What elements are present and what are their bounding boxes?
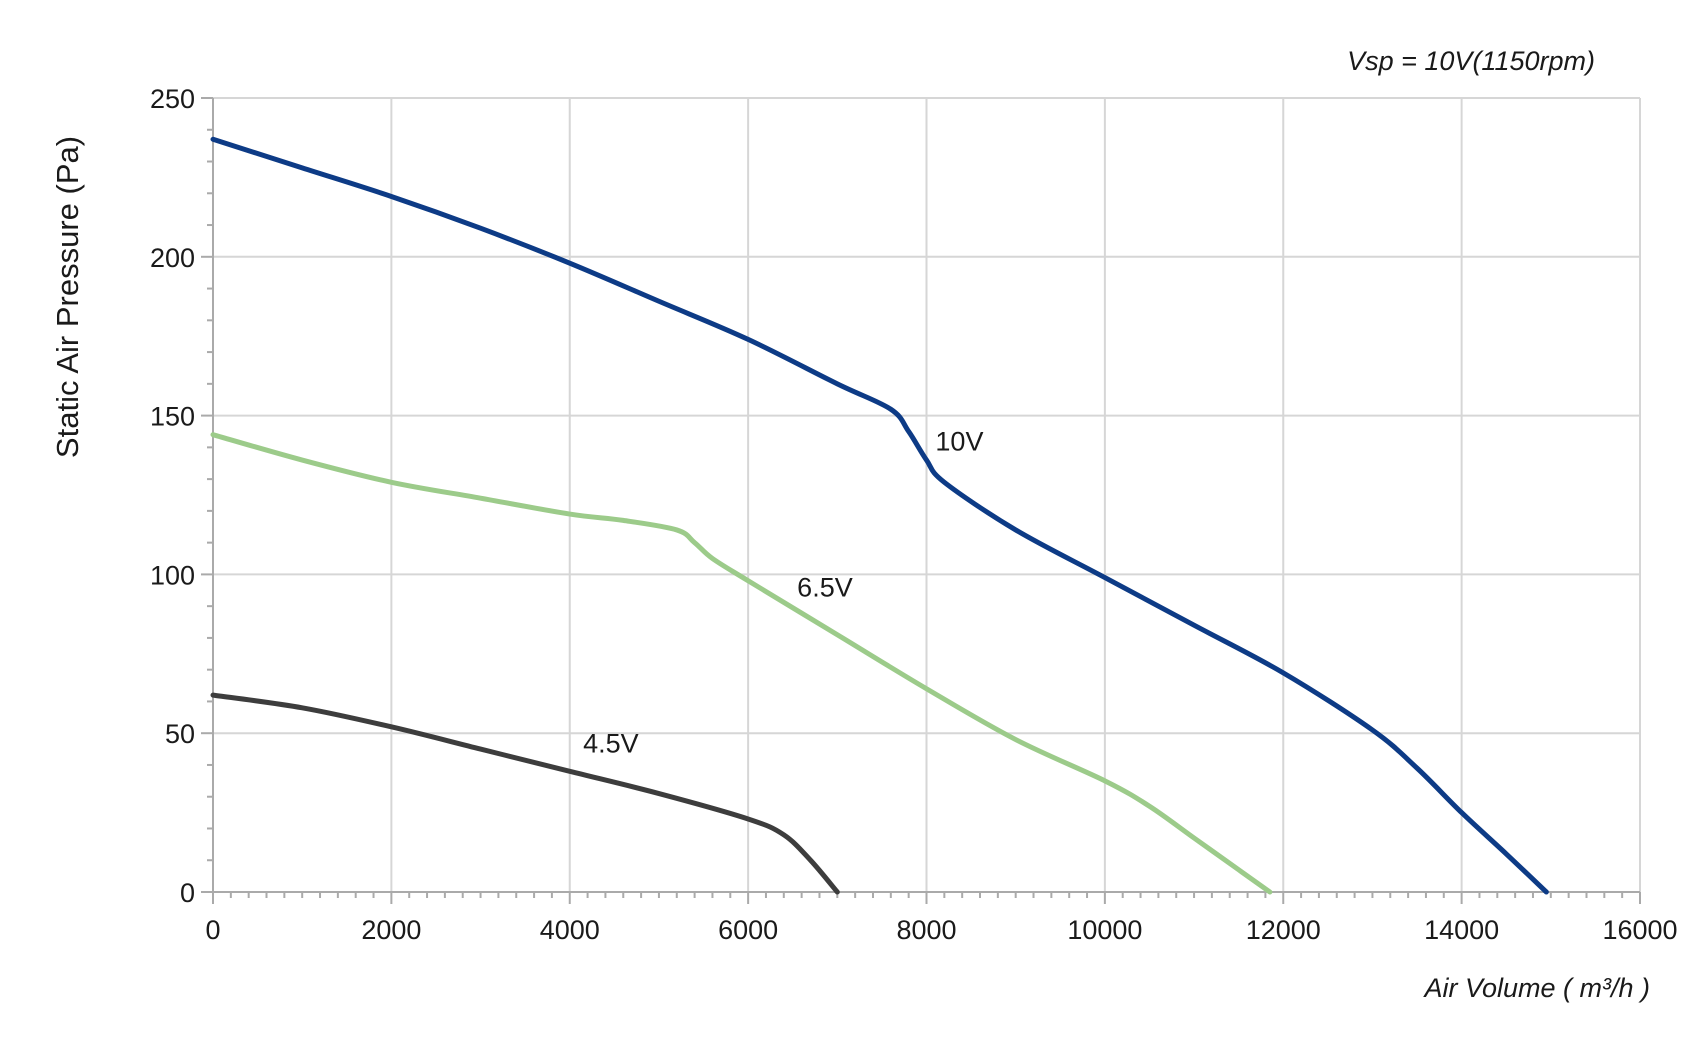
x-tick-label: 16000 xyxy=(1602,915,1677,945)
x-tick-label: 8000 xyxy=(896,915,956,945)
series-line-10v xyxy=(210,136,1549,895)
x-tick-label: 12000 xyxy=(1246,915,1321,945)
y-tick-label: 250 xyxy=(150,84,195,114)
x-tick-label: 2000 xyxy=(361,915,421,945)
labels: Vsp = 10V(1150rpm) Static Air Pressure (… xyxy=(50,46,1650,1003)
x-tick-label: 0 xyxy=(205,915,220,945)
y-axis-title: Static Air Pressure (Pa) xyxy=(50,136,85,458)
x-tick-label: 6000 xyxy=(718,915,778,945)
y-tick-label: 150 xyxy=(150,402,195,432)
series-label-6-5v: 6.5V xyxy=(797,573,853,603)
x-tick-label: 14000 xyxy=(1424,915,1499,945)
chart-subtitle: Vsp = 10V(1150rpm) xyxy=(1347,46,1595,76)
x-tick-label: 10000 xyxy=(1067,915,1142,945)
series: 10V 6.5V 4.5V xyxy=(210,136,1549,895)
axes: 0 2000 4000 6000 8000 10000 12000 14000 16000 0 50… xyxy=(150,84,1678,945)
y-tick-label: 0 xyxy=(180,878,195,908)
y-tick-label: 100 xyxy=(150,560,195,590)
series-label-10v: 10V xyxy=(935,427,983,457)
x-tick-label: 4000 xyxy=(540,915,600,945)
series-line-4-5v xyxy=(210,692,840,895)
grid xyxy=(212,97,1641,893)
series-line-6-5v xyxy=(210,432,1273,895)
y-tick-label: 50 xyxy=(165,719,195,749)
y-tick-label: 200 xyxy=(150,243,195,273)
x-axis-title: Air Volume ( m³/h ) xyxy=(1422,973,1650,1003)
series-label-4-5v: 4.5V xyxy=(583,728,639,758)
